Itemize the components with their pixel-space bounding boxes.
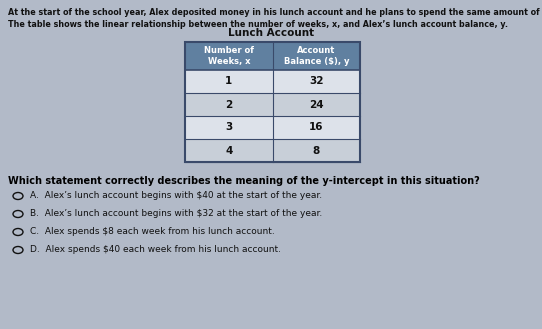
Text: C.  Alex spends $8 each week from his lunch account.: C. Alex spends $8 each week from his lun… <box>30 227 275 237</box>
Text: Which statement correctly describes the meaning of the y-intercept in this situa: Which statement correctly describes the … <box>8 176 480 186</box>
Bar <box>185 93 360 116</box>
Bar <box>185 42 360 162</box>
Text: Account
Balance ($), y: Account Balance ($), y <box>283 46 349 66</box>
Text: 24: 24 <box>309 99 324 110</box>
Text: D.  Alex spends $40 each week from his lunch account.: D. Alex spends $40 each week from his lu… <box>30 245 281 255</box>
Bar <box>185 42 360 70</box>
Text: Number of
Weeks, x: Number of Weeks, x <box>204 46 254 66</box>
Bar <box>185 116 360 139</box>
Text: 16: 16 <box>309 122 324 133</box>
Text: 32: 32 <box>309 77 324 87</box>
Text: 3: 3 <box>225 122 233 133</box>
Text: The table shows the linear relationship between the number of weeks, x, and Alex: The table shows the linear relationship … <box>8 20 508 29</box>
Text: 4: 4 <box>225 145 233 156</box>
Text: At the start of the school year, Alex deposited money in his lunch account and h: At the start of the school year, Alex de… <box>8 8 542 17</box>
Text: A.  Alex’s lunch account begins with $40 at the start of the year.: A. Alex’s lunch account begins with $40 … <box>30 191 322 200</box>
Text: Lunch Account: Lunch Account <box>228 28 314 38</box>
Bar <box>185 139 360 162</box>
Text: B.  Alex’s lunch account begins with $32 at the start of the year.: B. Alex’s lunch account begins with $32 … <box>30 210 322 218</box>
Text: 8: 8 <box>313 145 320 156</box>
Text: 2: 2 <box>225 99 233 110</box>
Bar <box>185 70 360 93</box>
Text: 1: 1 <box>225 77 233 87</box>
